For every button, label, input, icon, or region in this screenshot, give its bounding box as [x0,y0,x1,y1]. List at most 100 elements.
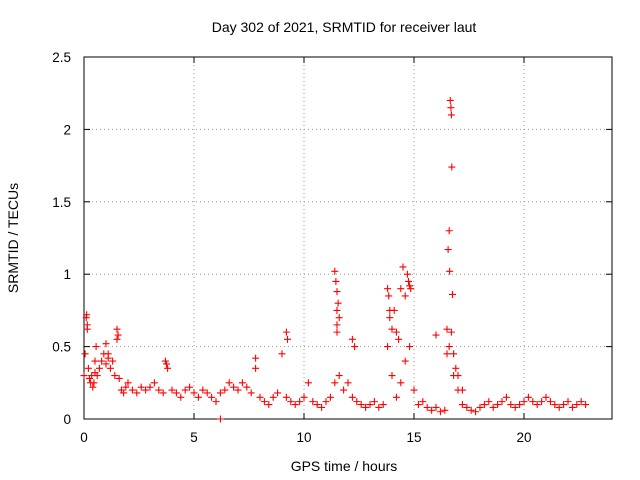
data-point [203,389,211,397]
data-point [296,398,304,406]
data-point [443,325,451,333]
data-point [164,364,172,372]
data-point [115,374,123,382]
data-point [511,403,519,411]
data-point [331,267,339,275]
x-tick-labels: 0 5 10 15 20 [80,430,531,445]
data-point [498,398,506,406]
data-point [351,343,359,351]
data-point [410,386,418,394]
x-tick-label: 0 [80,430,88,445]
data-point [333,328,341,336]
data-point [445,227,453,235]
data-point [546,398,554,406]
y-tick-label: 0 [63,412,71,427]
data-point [234,386,242,394]
data-point [423,403,431,411]
data-point [551,401,559,409]
data-point [216,389,224,397]
data-point [333,321,341,329]
data-point [577,398,585,406]
data-point [507,401,515,409]
chart-title: Day 302 of 2021, SRMTID for receiver lau… [212,19,477,35]
data-point [450,350,458,358]
data-point [92,343,100,351]
data-point [397,285,405,293]
data-point [485,398,493,406]
data-point [102,360,110,368]
data-point [476,403,484,411]
data-point [502,393,510,401]
y-tick-label: 2 [63,122,71,137]
data-point [278,350,286,358]
grid-lines [84,57,612,419]
data-point [428,406,436,414]
data-point [472,408,480,416]
data-point [449,290,456,298]
y-tick-labels: 0 0.5 1 1.5 2 2.5 [52,50,71,427]
data-point [542,393,550,401]
data-point [155,386,163,394]
data-point [260,398,268,406]
data-point [419,398,427,406]
data-point [114,331,122,339]
data-point [168,386,176,394]
data-point [388,372,396,380]
data-point [401,292,409,300]
data-point [447,111,455,119]
data-point [441,406,449,414]
y-tick-label: 0.5 [52,340,71,355]
data-point [300,393,308,401]
data-point [560,401,568,409]
data-point [90,379,98,387]
data-point [533,401,541,409]
data-point [573,401,581,409]
data-point [83,321,91,329]
data-point [146,383,154,391]
data-point [142,386,150,394]
data-point [333,288,341,296]
data-point [362,403,370,411]
data-point [284,335,291,343]
data-point [406,343,414,351]
data-point [332,277,340,285]
x-tick-label: 10 [296,430,311,445]
data-point [467,406,475,414]
data-point [84,364,92,372]
data-point [282,328,290,336]
data-point [106,364,114,372]
data-point [432,331,440,339]
y-tick-label: 1 [63,267,71,282]
data-point [366,401,374,409]
data-point [104,350,112,358]
data-point [81,350,89,358]
data-point [177,393,185,401]
data-point [128,386,136,394]
data-point [401,357,409,365]
data-point [386,314,394,322]
data-point [538,398,546,406]
data-point [582,401,590,409]
data-point [333,306,341,314]
data-point [335,372,343,380]
data-point [458,386,466,394]
data-point [282,393,290,401]
data-point [564,398,572,406]
data-point [172,389,180,397]
data-point [265,401,273,409]
data-point [102,340,110,348]
x-tick-label: 5 [190,430,198,445]
data-point [247,389,255,397]
data-point [489,403,497,411]
data-point [334,299,342,307]
data-point [161,357,169,365]
data-point [480,401,488,409]
data-point [163,360,170,368]
data-point [89,383,97,391]
data-point [344,379,352,387]
axis-ticks [83,56,612,420]
data-point [384,343,392,351]
data-point [238,379,246,387]
data-point [318,403,326,411]
